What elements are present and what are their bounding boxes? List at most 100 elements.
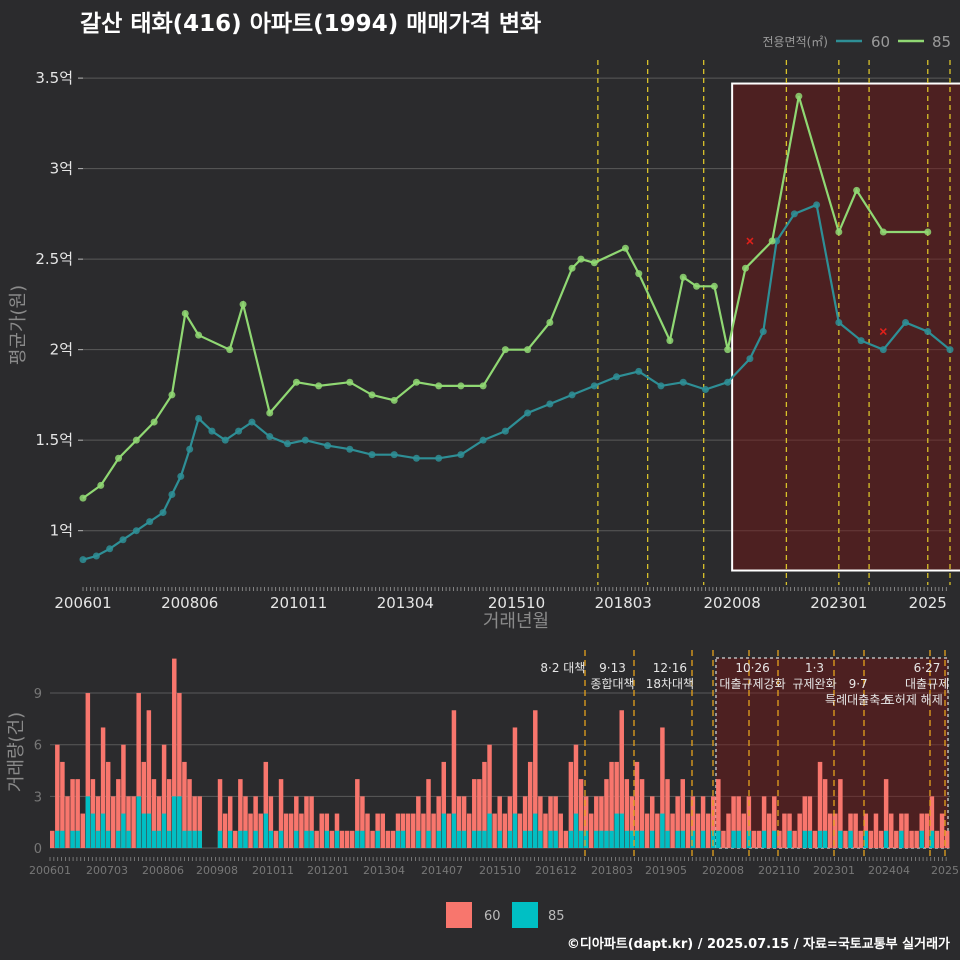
- bar-60: [924, 813, 930, 848]
- bar-60: [502, 813, 508, 848]
- data-point-60: [924, 328, 932, 336]
- bar-85: [848, 830, 853, 848]
- bar-85: [568, 830, 574, 848]
- data-point-60: [159, 509, 167, 517]
- data-point-85: [266, 409, 274, 417]
- bar-85: [736, 830, 741, 848]
- bar-x-tick-label: 200601: [29, 864, 71, 877]
- bar-60: [853, 813, 858, 848]
- bar-y-tick-label: 9: [34, 687, 42, 702]
- bar-85: [100, 813, 106, 848]
- bar-85: [95, 830, 101, 848]
- bar-60: [177, 693, 182, 848]
- data-point-85: [577, 255, 585, 263]
- x-axis-title: 거래년월: [483, 611, 549, 632]
- data-point-85: [457, 382, 465, 390]
- legend-label-85: 85: [932, 33, 951, 51]
- data-point-60: [657, 382, 665, 390]
- bar-60: [243, 796, 248, 848]
- x-tick-label: 202008: [704, 594, 761, 612]
- x-tick-label: 201011: [270, 594, 327, 612]
- bar-60: [766, 813, 772, 848]
- bar-60: [217, 779, 223, 848]
- bar-85: [538, 830, 543, 848]
- data-point-85: [724, 346, 732, 354]
- bar-85: [375, 830, 380, 848]
- bar-x-tick-label: 202008: [702, 864, 744, 877]
- data-point-85: [315, 382, 323, 390]
- data-point-60: [902, 319, 910, 326]
- y-tick-label: 2억: [50, 341, 73, 359]
- policy-label: 9·7: [849, 677, 868, 691]
- bar-x-tick-label: 2025: [931, 864, 959, 877]
- data-point-60: [746, 355, 754, 363]
- bar-60: [350, 830, 355, 848]
- bar-85: [187, 830, 192, 848]
- bar-85: [278, 830, 284, 848]
- bar-60: [121, 744, 126, 848]
- bar-60: [685, 813, 691, 848]
- bar-60: [604, 779, 609, 848]
- bar-x-tick-label: 201407: [421, 864, 463, 877]
- bar-60: [339, 830, 345, 848]
- bar-85: [395, 830, 401, 848]
- bar-60: [578, 779, 584, 848]
- bar-85: [573, 813, 579, 848]
- bar-60: [507, 796, 513, 848]
- bar-60: [573, 744, 579, 848]
- bar-85: [426, 830, 431, 848]
- bar-85: [746, 830, 752, 848]
- policy-label: 6·27: [914, 661, 941, 675]
- bar-60: [85, 693, 91, 848]
- y-axis-title: 평균가(원): [8, 285, 29, 365]
- bar-60: [690, 796, 696, 848]
- bar-60: [665, 779, 670, 848]
- data-point-60: [479, 436, 487, 444]
- bar-60: [233, 830, 238, 848]
- bar-60: [466, 813, 472, 848]
- bar-85: [624, 830, 630, 848]
- bar-60: [792, 830, 797, 848]
- bar-60: [116, 779, 121, 848]
- bar-60: [263, 761, 269, 848]
- bar-x-tick-label: 201612: [535, 864, 577, 877]
- data-point-60: [546, 400, 554, 408]
- bar-60: [487, 744, 492, 848]
- bar-85: [650, 830, 655, 848]
- bar-60: [624, 779, 630, 848]
- bar-x-tick-label: 201510: [479, 864, 521, 877]
- bar-60: [141, 761, 147, 848]
- bar-85: [304, 830, 309, 848]
- policy-label: 10·26: [735, 661, 769, 675]
- data-point-60: [457, 451, 465, 459]
- bar-60: [146, 710, 152, 848]
- data-point-85: [195, 331, 203, 339]
- bar-85: [761, 830, 767, 848]
- bar-60: [527, 761, 533, 848]
- data-point-85: [79, 494, 87, 502]
- credit-text: ©디아파트(dapt.kr) / 2025.07.15 / 자료=국토교통부 실…: [566, 937, 950, 952]
- legend-label-60: 60: [871, 33, 890, 51]
- bar-60: [238, 779, 243, 848]
- data-point-60: [724, 378, 732, 386]
- page-title: 갈산 태화(416) 아파트(1994) 매매가격 변화: [80, 11, 542, 37]
- bar-60: [355, 779, 360, 848]
- bar-60: [741, 813, 747, 848]
- bar-60: [609, 761, 614, 848]
- bar-60: [878, 830, 884, 848]
- bar-60: [60, 761, 65, 848]
- bar-85: [838, 830, 843, 848]
- data-point-60: [132, 527, 140, 535]
- bar-60: [827, 813, 833, 848]
- bar-60: [568, 761, 574, 848]
- policy-label: 12·16: [653, 661, 687, 675]
- bar-60: [543, 813, 548, 848]
- bar-60: [80, 813, 85, 848]
- bar-60: [294, 796, 299, 848]
- bar-85: [553, 830, 558, 848]
- bar-60: [655, 813, 660, 848]
- bar-85: [116, 830, 121, 848]
- data-point-60: [946, 346, 954, 354]
- bar-60: [883, 779, 889, 848]
- bar-60: [319, 813, 324, 848]
